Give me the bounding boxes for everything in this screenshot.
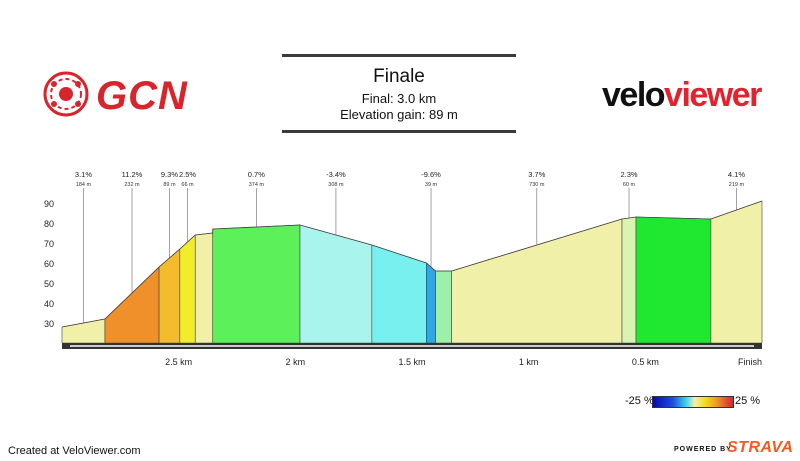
segment-length-label: 39 m [425,182,438,188]
y-tick-label: 80 [44,219,54,229]
segment-length-label: 60 m [623,182,636,188]
segment-length-label: 184 m [76,182,92,188]
profile-segment [710,200,763,344]
segment-length-label: 308 m [328,182,344,188]
segment-grade-label: 3.7% [528,170,545,179]
gcn-logo: GCN [42,70,202,118]
y-tick-label: 60 [44,259,54,269]
profile-segment [635,216,712,344]
legend-color-bar [652,396,734,408]
gcn-logo-text: GCN [96,74,188,118]
x-tick-label: 1 km [519,357,539,367]
y-tick-label: 30 [44,319,54,329]
segment-grade-label: 9.3% [161,170,178,179]
segment-grade-label: 3.1% [75,170,92,179]
x-tick-label: Finish [738,357,762,367]
veloviewer-logo-part1: velo [602,76,666,114]
profile-segment [426,262,436,344]
profile-segment [621,216,637,344]
segment-length-label: 374 m [249,182,265,188]
segment-length-label: 232 m [124,182,140,188]
y-tick-label: 50 [44,279,54,289]
strava-logo: STRAVA [727,439,794,456]
segment-length-label: 219 m [729,182,745,188]
profile-segment [194,232,214,344]
y-tick-label: 90 [44,199,54,209]
segment-length-label: 730 m [529,182,545,188]
y-tick-label: 70 [44,239,54,249]
legend-low-label: -25 % [625,395,654,407]
x-tick-label: 2 km [286,357,306,367]
chart-title-block: Finale Final: 3.0 km Elevation gain: 89 … [282,54,516,133]
title-top-rule [282,54,516,57]
profile-segment [212,224,301,344]
gcn-ball-icon [43,71,89,117]
segment-grade-label: 0.7% [248,170,265,179]
veloviewer-logo: veloviewer [602,76,762,115]
segment-length-label: 66 m [181,182,194,188]
segment-grade-label: -3.4% [326,170,346,179]
profile-segment [435,270,452,344]
segment-grade-label: 2.3% [620,170,637,179]
footer-credit: Created at VeloViewer.com [8,445,141,457]
x-tick-label: 2.5 km [165,357,192,367]
chart-title: Finale [373,66,425,87]
title-bottom-rule [282,130,516,133]
veloviewer-logo-part2: viewer [664,76,762,114]
segment-length-label: 89 m [163,182,176,188]
segment-grade-label: 11.2% [122,170,143,179]
segment-grade-label: 2.5% [179,170,196,179]
profile-segment [179,234,196,344]
y-tick-label: 40 [44,299,54,309]
x-tick-label: 1.5 km [398,357,425,367]
profile-segment [158,248,181,344]
elevation-gain: Elevation gain: 89 m [340,107,458,122]
profile-segment [371,244,427,344]
legend-high-label: 25 % [735,395,761,407]
segment-grade-label: -9.6% [421,170,441,179]
segment-grade-label: 4.1% [728,170,745,179]
final-distance: Final: 3.0 km [361,91,437,106]
powered-by-text: POWERED BY [674,446,732,453]
profile-segment [299,224,373,344]
x-tick-label: 0.5 km [632,357,659,367]
